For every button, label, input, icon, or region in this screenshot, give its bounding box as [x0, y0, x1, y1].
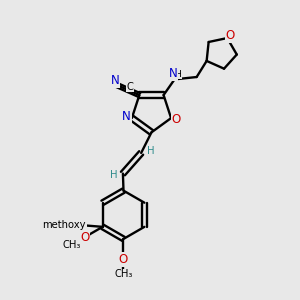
Text: O: O [73, 219, 83, 232]
Text: H: H [147, 146, 154, 156]
Text: C: C [127, 82, 134, 92]
Text: N: N [122, 110, 131, 123]
Text: O: O [172, 113, 181, 126]
Text: H: H [174, 70, 181, 79]
Text: O: O [226, 29, 235, 42]
Text: CH₃: CH₃ [114, 269, 133, 279]
Text: CH₃: CH₃ [63, 239, 81, 250]
Text: O: O [80, 231, 89, 244]
Text: N: N [169, 67, 178, 80]
Text: N: N [111, 74, 120, 87]
Text: H: H [110, 170, 117, 180]
Text: methoxy: methoxy [43, 220, 86, 230]
Text: O: O [119, 253, 128, 266]
